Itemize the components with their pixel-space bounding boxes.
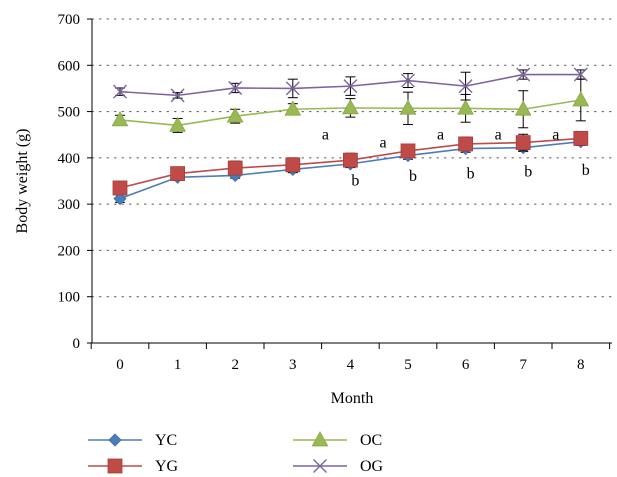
data-point-oc: [169, 116, 186, 132]
significance-label: a: [379, 135, 386, 152]
legend-item-yg: YG: [88, 458, 179, 475]
significance-label: b: [524, 163, 532, 180]
data-point-og: [113, 84, 127, 99]
y-axis-ticks: 0 100 200 300 400 500 600 700: [58, 12, 92, 352]
y-tick-label: 0: [73, 336, 81, 352]
data-point-yg: [227, 160, 243, 176]
annotation-layer: a a a a a b b b b b: [322, 126, 590, 189]
y-tick-label: 200: [58, 243, 81, 259]
series-oc: [111, 78, 590, 133]
data-point-yg: [285, 157, 301, 173]
x-tick-label: 6: [462, 357, 470, 373]
x-axis-title: Month: [331, 390, 374, 407]
y-tick-label: 300: [58, 197, 81, 213]
significance-label: a: [495, 126, 502, 143]
significance-label: b: [467, 166, 475, 183]
legend-label-yg: YG: [155, 458, 179, 475]
data-point-og: [573, 67, 588, 82]
data-point-yg: [112, 180, 128, 196]
y-tick-label: 700: [58, 12, 81, 28]
series-layer: [111, 67, 590, 206]
data-point-og: [516, 67, 531, 82]
x-tick-label: 8: [577, 357, 585, 373]
data-point-oc: [572, 91, 590, 107]
data-point-og: [228, 80, 243, 95]
data-point-yg: [170, 166, 186, 181]
data-point-oc: [111, 111, 129, 127]
data-point-yg: [573, 131, 589, 146]
data-point-og: [401, 73, 415, 88]
x-tick-label: 4: [347, 357, 355, 373]
legend-label-og: OG: [360, 458, 384, 475]
data-point-oc: [284, 100, 302, 116]
significance-label: b: [582, 162, 590, 179]
y-axis-title: Body weight (g): [14, 129, 31, 234]
y-tick-label: 600: [58, 58, 81, 74]
significance-label: a: [322, 126, 329, 143]
data-point-yg: [515, 135, 531, 150]
data-point-oc: [514, 100, 532, 116]
significance-label: b: [351, 173, 359, 190]
y-tick-label: 100: [58, 290, 81, 306]
data-point-og: [170, 88, 185, 103]
legend-marker-yg: [107, 458, 123, 474]
data-point-yg: [342, 152, 358, 168]
data-point-yg: [458, 136, 474, 152]
data-point-yc: [113, 192, 127, 206]
y-tick-label: 400: [58, 151, 81, 167]
x-axis-ticks: 0 1 2 3 4 5 6 7 8: [90, 343, 611, 373]
data-point-oc: [399, 99, 417, 115]
x-tick-label: 1: [174, 357, 182, 373]
y-tick-label: 500: [58, 105, 81, 121]
legend-item-yc: YC: [88, 432, 177, 449]
legend-marker-oc: [311, 431, 329, 447]
data-point-og: [285, 81, 300, 96]
significance-label: a: [437, 126, 444, 143]
legend-item-oc: OC: [293, 431, 382, 449]
x-tick-label: 0: [116, 357, 124, 373]
data-point-oc: [226, 107, 244, 123]
series-yg: [112, 130, 589, 196]
x-tick-label: 5: [404, 357, 412, 373]
legend-label-yc: YC: [155, 432, 177, 449]
legend-label-oc: OC: [360, 432, 382, 449]
series-og: [113, 67, 588, 103]
legend-item-og: OG: [293, 458, 384, 475]
legend: YC YG OC OG: [88, 431, 384, 475]
data-point-og: [458, 79, 473, 94]
x-tick-label: 2: [231, 357, 239, 373]
x-tick-label: 3: [289, 357, 297, 373]
significance-label: a: [552, 126, 559, 143]
data-point-oc: [342, 98, 359, 115]
data-point-og: [343, 79, 358, 94]
data-point-oc: [457, 99, 474, 115]
significance-label: b: [409, 168, 417, 185]
legend-marker-yc: [108, 433, 122, 447]
data-point-yg: [400, 143, 416, 159]
x-tick-label: 7: [519, 357, 527, 373]
axes: [91, 19, 612, 344]
legend-marker-og: [313, 459, 327, 473]
